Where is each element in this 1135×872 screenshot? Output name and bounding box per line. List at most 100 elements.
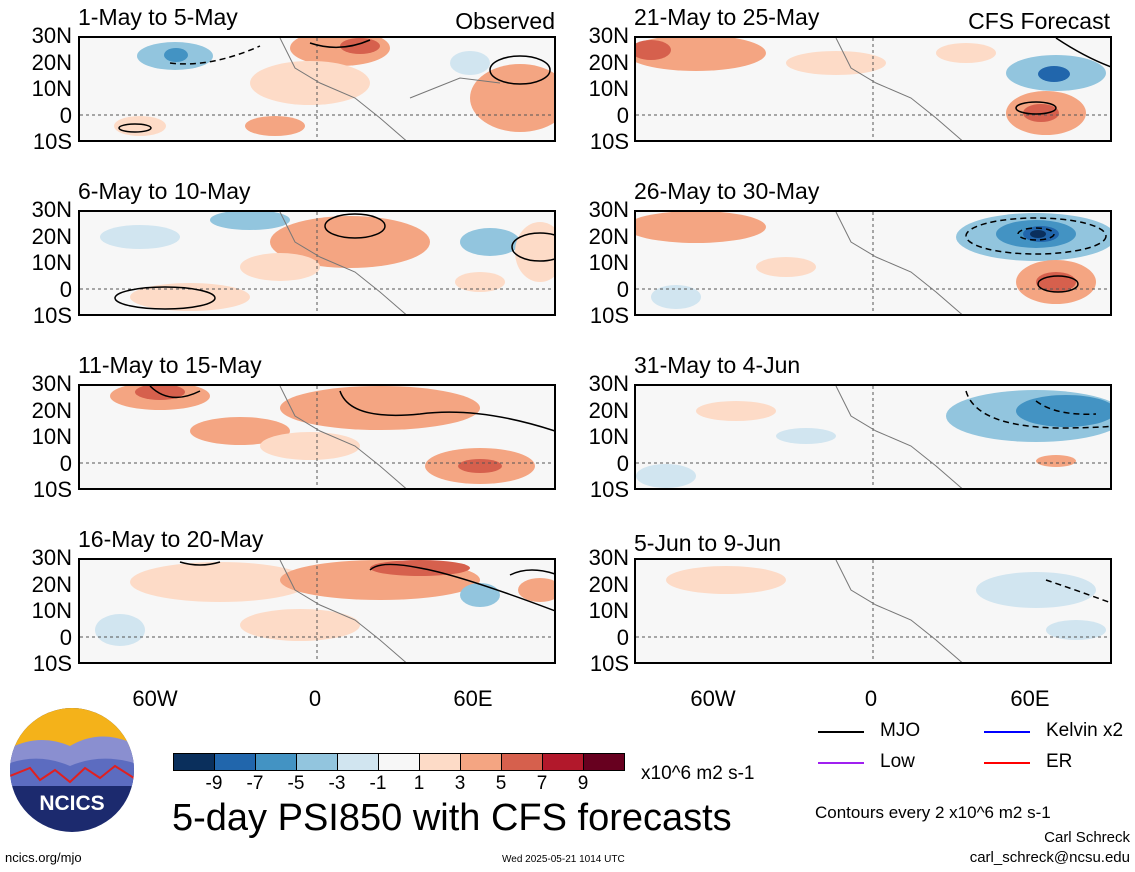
lat-label: 20N [588, 223, 629, 249]
ncics-logo: NCICS [10, 708, 134, 832]
lon-label-60e: 60E [453, 686, 493, 711]
logo-text: NCICS [39, 792, 105, 815]
legend-line-er [984, 762, 1030, 764]
legend-label-er: ER [1046, 751, 1073, 772]
colorbar-label: -7 [246, 773, 264, 794]
lat-label: 20N [31, 49, 72, 75]
lat-label: 10S [32, 651, 72, 676]
panel-title: 6-May to 10-May [78, 178, 251, 204]
lat-label: 30N [31, 197, 72, 222]
lat-label: 10N [588, 76, 629, 101]
lat-label: 10S [589, 651, 629, 676]
lat-label: 20N [588, 49, 629, 75]
lat-label: 10N [31, 76, 72, 101]
colorbar-swatch [255, 753, 297, 771]
lat-label: 30N [588, 197, 629, 222]
lat-label: 10S [32, 303, 72, 328]
colorbar-swatch [173, 753, 215, 771]
colorbar-swatch [460, 753, 502, 771]
panel-title: 5-Jun to 9-Jun [634, 530, 782, 556]
lat-label: 10N [588, 424, 629, 449]
map-field [636, 560, 1110, 662]
ncics-logo-graphic [10, 708, 134, 832]
legend-line-mjo [818, 731, 864, 733]
colorbar-swatch [378, 753, 420, 771]
contour-note: Contours every 2 x10^6 m2 s-1 [815, 803, 1051, 822]
colorbar-label: -5 [287, 773, 305, 794]
lat-label: 20N [31, 571, 72, 597]
colorbar-units: x10^6 m2 s-1 [641, 763, 755, 784]
lat-label: 0 [616, 276, 629, 302]
colorbar-label: 3 [454, 773, 466, 794]
panel-title: 11-May to 15-May [78, 352, 262, 378]
colorbar-swatch [419, 753, 461, 771]
lat-label: 10N [31, 424, 72, 449]
map-panel [634, 558, 1112, 664]
map-panel [634, 384, 1112, 490]
colorbar-swatch [501, 753, 543, 771]
map-panel [634, 36, 1112, 142]
colorbar-swatch [296, 753, 338, 771]
figure-title: 5-day PSI850 with CFS forecasts [172, 797, 732, 839]
map-panel [78, 558, 556, 664]
lat-label: 10N [31, 250, 72, 275]
colorbar-swatch [542, 753, 584, 771]
panel-label-observed: Observed [455, 8, 555, 34]
lat-label: 10S [589, 303, 629, 328]
colorbar-label: -9 [205, 773, 223, 794]
panel-title: 26-May to 30-May [634, 178, 820, 204]
legend-label-low: Low [880, 751, 915, 772]
map-field [80, 212, 554, 314]
colorbar-label: 5 [495, 773, 507, 794]
panel-title: 21-May to 25-May [634, 4, 820, 30]
lon-label-0: 0 [864, 686, 878, 711]
lat-label: 0 [59, 276, 72, 302]
colorbar-swatch [337, 753, 379, 771]
lon-label-60w: 60W [690, 686, 736, 711]
colorbar-label: 1 [413, 773, 425, 794]
colorbar-label: 7 [536, 773, 548, 794]
lat-label: 20N [588, 571, 629, 597]
map-field [636, 38, 1110, 140]
lat-label: 20N [31, 397, 72, 423]
lat-label: 20N [31, 223, 72, 249]
lat-label: 10S [589, 129, 629, 154]
panel-title: 1-May to 5-May [78, 4, 238, 30]
lat-label: 10N [588, 598, 629, 623]
colorbar-label: -3 [328, 773, 346, 794]
legend-line-kelvin [984, 731, 1030, 733]
author-email[interactable]: carl_schreck@ncsu.edu [969, 849, 1130, 866]
lat-label: 10S [32, 129, 72, 154]
colorbar-label: -1 [369, 773, 387, 794]
panel-title: 16-May to 20-May [78, 526, 264, 552]
footer-url[interactable]: ncics.org/mjo [5, 850, 82, 865]
lat-label: 0 [59, 102, 72, 128]
lat-label: 30N [588, 371, 629, 396]
lon-label-60e: 60E [1010, 686, 1050, 711]
lat-label: 0 [616, 102, 629, 128]
lon-label-0: 0 [308, 686, 322, 711]
lat-label: 10N [31, 598, 72, 623]
lat-label: 20N [588, 397, 629, 423]
map-panel [634, 210, 1112, 316]
colorbar-swatch [583, 753, 625, 771]
footer-timestamp: Wed 2025-05-21 1014 UTC [502, 854, 625, 865]
lat-label: 10S [32, 477, 72, 502]
panel-title: 31-May to 4-Jun [634, 352, 801, 378]
lat-label: 30N [31, 371, 72, 396]
map-panel [78, 210, 556, 316]
legend-label-mjo: MJO [880, 720, 921, 741]
lat-label: 0 [616, 624, 629, 650]
map-field [80, 386, 554, 488]
map-field [80, 560, 554, 662]
lon-label-60w: 60W [132, 686, 178, 711]
lat-label: 10N [588, 250, 629, 275]
author: Carl Schreck [1044, 829, 1130, 846]
lat-label: 30N [588, 545, 629, 570]
map-field [636, 212, 1110, 314]
map-field [80, 38, 554, 140]
map-panel [78, 384, 556, 490]
colorbar-swatch [214, 753, 256, 771]
lat-label: 30N [588, 23, 629, 48]
map-field [636, 386, 1110, 488]
